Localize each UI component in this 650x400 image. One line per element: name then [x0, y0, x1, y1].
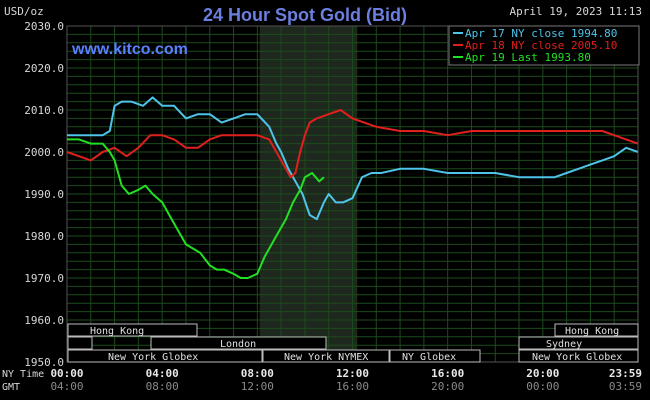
legend-label-apr19: Apr 19 Last 1993.80 — [465, 51, 591, 64]
session-box-sydney-stub-left — [67, 336, 93, 350]
x-tick-label-gmt: 08:00 — [146, 380, 179, 393]
market-sessions: Hong Kong London New York Globex New Yor… — [67, 323, 639, 363]
y-tick-label: 1980.0 — [24, 230, 64, 243]
session-box-sydney — [518, 336, 639, 350]
x-tick-label-gmt: 04:00 — [50, 380, 83, 393]
session-box-london — [150, 336, 327, 350]
watermark-url: www.kitco.com — [71, 41, 188, 58]
x-tick-label-ny: 20:00 — [526, 367, 559, 380]
y-axis-unit-label: USD/oz — [4, 5, 44, 18]
series-line-apr17 — [67, 96, 639, 221]
session-new-york-nymex: New York NYMEX — [284, 352, 368, 363]
date-stamp: April 19, 2023 11:13 — [510, 5, 642, 18]
y-tick-label: 1970.0 — [24, 272, 64, 285]
session-new-york-globex-right: New York Globex — [532, 352, 622, 363]
legend-label-apr18: Apr 18 NY close 2005.10 — [465, 39, 617, 52]
session-ny-globex: NY Globex — [402, 352, 456, 363]
x-tick-label-gmt: 20:00 — [431, 380, 464, 393]
y-tick-label: 1960.0 — [24, 314, 64, 327]
x-tick-label-ny: 04:00 — [146, 367, 179, 380]
session-box-new-york-nymex — [262, 349, 390, 363]
y-tick-label: 1990.0 — [24, 188, 64, 201]
x-tick-label-gmt: 16:00 — [336, 380, 369, 393]
legend-box — [448, 25, 640, 66]
session-box-ny-globex — [389, 349, 481, 363]
x-tick-label-gmt: 00:00 — [526, 380, 559, 393]
session-box-hong-kong-right — [554, 323, 639, 337]
session-london: London — [220, 339, 256, 350]
x-axis-ticks: 00:00 04:00 08:00 12:00 16:00 20:00 23:5904:00… — [50, 367, 642, 393]
session-box-hong-kong-left — [67, 323, 198, 337]
x-tick-label-gmt: 12:00 — [241, 380, 274, 393]
session-new-york-globex-left: New York Globex — [108, 352, 198, 363]
legend: Apr 17 NY close 1994.80 Apr 18 NY close … — [448, 25, 640, 66]
x-tick-label-ny: 12:00 — [336, 367, 369, 380]
session-box-new-york-globex-right — [518, 349, 639, 363]
gmt-label: GMT — [2, 382, 20, 393]
legend-label-apr17: Apr 17 NY close 1994.80 — [465, 27, 617, 40]
y-tick-label: 2000.0 — [24, 146, 64, 159]
series-line-apr19 — [67, 138, 325, 279]
y-axis-ticks: 1950.0 1960.0 1970.0 1980.0 1990.0 2000.0 2010… — [24, 20, 64, 369]
x-tick-label-ny: 16:00 — [431, 367, 464, 380]
x-tick-label-ny: 08:00 — [241, 367, 274, 380]
x-tick-label-gmt: 03:59 — [609, 380, 642, 393]
y-tick-label: 2030.0 — [24, 20, 64, 33]
series-layer — [66, 96, 639, 279]
ny-time-label: NY Time — [2, 369, 44, 380]
session-sydney: Sydney — [546, 339, 582, 350]
grid — [66, 25, 639, 363]
y-tick-label: 2020.0 — [24, 62, 64, 75]
x-tick-label-ny: 00:00 — [50, 367, 83, 380]
y-tick-label: 2010.0 — [24, 104, 64, 117]
x-tick-label-ny: 23:59 — [609, 367, 642, 380]
session-box-new-york-globex-left — [67, 349, 263, 363]
y-tick-label: 1950.0 — [24, 356, 64, 369]
chart-title: 24 Hour Spot Gold (Bid) — [203, 5, 407, 25]
session-hong-kong-right: Hong Kong — [565, 326, 619, 337]
series-line-apr18 — [66, 109, 639, 179]
session-hong-kong-left: Hong Kong — [90, 326, 144, 337]
